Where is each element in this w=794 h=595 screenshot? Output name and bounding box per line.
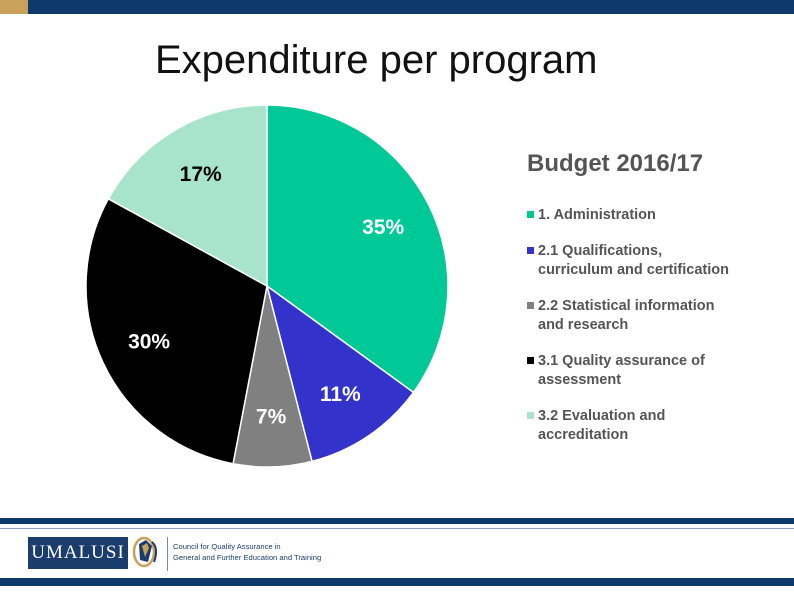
emblem-icon (132, 536, 158, 568)
legend-item-2-2-statistical-information-and-research: 2.2 Statistical information and research (527, 297, 787, 335)
chart-title: Budget 2016/17 (527, 150, 704, 177)
top-accent (0, 0, 28, 14)
legend-items: 1. Administration 2.1 Qualifications, cur… (527, 206, 787, 445)
legend-item-1-administration: 1. Administration (527, 206, 787, 225)
legend-label: 3.2 Evaluation and accreditation (538, 408, 666, 443)
legend-swatch (527, 211, 534, 218)
footer-bar (0, 578, 794, 586)
legend-swatch (527, 412, 534, 419)
data-label-2-2-statistical-information-and-research: 7% (256, 405, 287, 428)
umalusi-logo: UMALUSI (28, 537, 128, 569)
pie-slice-1-administration (266, 104, 449, 394)
bottom-rule-thin (0, 528, 794, 529)
legend-swatch (527, 357, 534, 364)
logo-text: UMALUSI (31, 542, 125, 563)
data-label-3-2-evaluation-and-accreditation: 17% (180, 163, 222, 186)
data-label-2-1-qualifications-curriculum-and-certification: 11% (320, 383, 361, 406)
legend-label: 3.1 Quality assurance of assessment (538, 353, 705, 388)
legend-label: 2.2 Statistical information and research (538, 298, 715, 333)
pie-slice-3-2-evaluation-and-accreditation (107, 104, 268, 288)
legend: Budget 2016/17 1. Administration 2.1 Qual… (527, 150, 787, 462)
tagline-line-1: Council for Quality Assurance in (173, 542, 281, 551)
pie-slice-2-1-qualifications-curriculum-and-certification (265, 284, 415, 463)
pie-slice-3-1-quality-assurance-of-assessment (85, 197, 268, 465)
tagline-line-2: General and Further Education and Traini… (173, 553, 322, 562)
logo-tagline: Council for Quality Assurance in General… (173, 541, 321, 563)
pie-chart: 35% 11% 7% 30% 17% (85, 104, 449, 468)
legend-item-2-1-qualifications-curriculum-and-certification: 2.1 Qualifications, curriculum and certi… (527, 242, 787, 280)
bottom-rule (0, 518, 794, 524)
legend-swatch (527, 247, 534, 254)
data-label-1-administration: 35% (362, 216, 404, 239)
slide-title: Expenditure per program (155, 38, 598, 82)
legend-swatch (527, 302, 534, 309)
logo-divider (167, 537, 168, 571)
legend-label: 1. Administration (538, 207, 656, 223)
legend-item-3-2-evaluation-and-accreditation: 3.2 Evaluation and accreditation (527, 407, 787, 445)
top-bar (0, 0, 794, 14)
legend-label: 2.1 Qualifications, curriculum and certi… (538, 243, 729, 278)
legend-item-3-1-quality-assurance-of-assessment: 3.1 Quality assurance of assessment (527, 352, 787, 390)
data-label-3-1-quality-assurance-of-assessment: 30% (128, 330, 170, 353)
